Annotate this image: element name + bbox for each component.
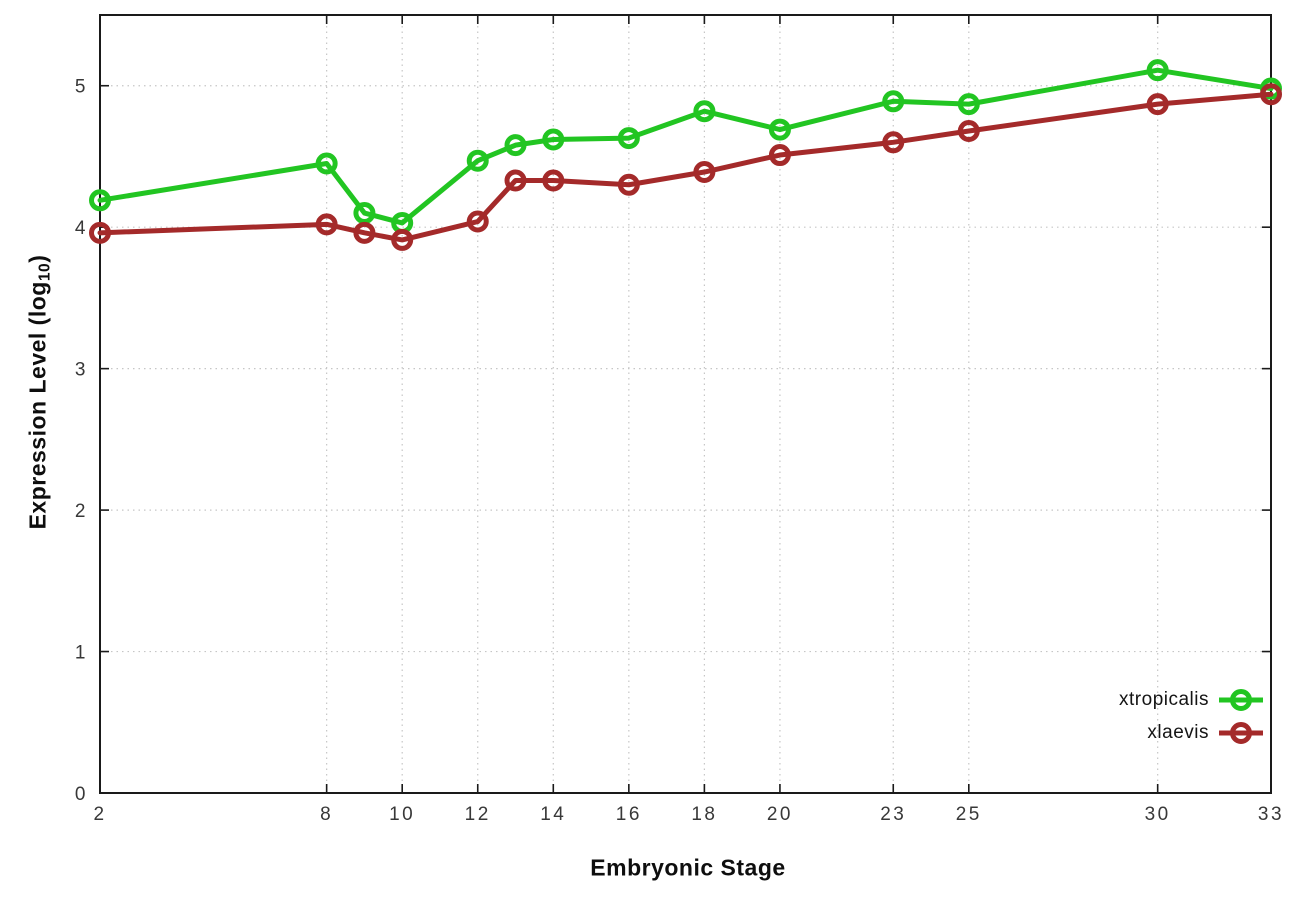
svg-text:12: 12 xyxy=(465,804,491,825)
y-axis-label-subscript: 10 xyxy=(36,262,54,282)
y-axis-label: Expression Level (log10) xyxy=(24,255,54,530)
legend-label-xlaevis: xlaevis xyxy=(1147,722,1209,743)
svg-text:16: 16 xyxy=(616,804,642,825)
legend-label-xtropicalis: xtropicalis xyxy=(1119,689,1209,710)
xlaevis-line-marker-icon xyxy=(1219,722,1263,744)
svg-text:30: 30 xyxy=(1145,804,1171,825)
svg-text:8: 8 xyxy=(320,804,333,825)
svg-text:33: 33 xyxy=(1258,804,1284,825)
legend: xtropicalis xlaevis xyxy=(1119,684,1264,749)
svg-text:18: 18 xyxy=(691,804,717,825)
svg-text:20: 20 xyxy=(767,804,793,825)
y-axis-label-main: Expression Level (log xyxy=(24,281,51,530)
svg-text:0: 0 xyxy=(75,784,88,805)
svg-text:2: 2 xyxy=(93,804,106,825)
svg-text:14: 14 xyxy=(540,804,566,825)
legend-item-xtropicalis: xtropicalis xyxy=(1119,684,1264,716)
svg-text:2: 2 xyxy=(75,501,88,522)
x-axis-label: Embryonic Stage xyxy=(590,854,786,881)
svg-text:25: 25 xyxy=(956,804,982,825)
svg-text:23: 23 xyxy=(880,804,906,825)
svg-text:3: 3 xyxy=(75,360,88,381)
xtropicalis-line-marker-icon xyxy=(1219,689,1263,711)
svg-text:10: 10 xyxy=(389,804,415,825)
svg-text:1: 1 xyxy=(75,643,88,664)
svg-text:5: 5 xyxy=(75,77,88,98)
legend-item-xlaevis: xlaevis xyxy=(1147,717,1264,749)
svg-text:4: 4 xyxy=(75,218,88,239)
